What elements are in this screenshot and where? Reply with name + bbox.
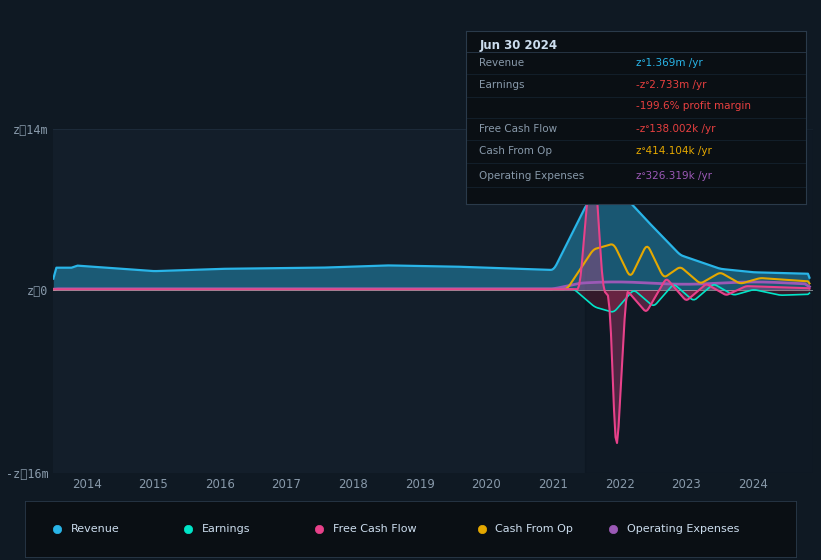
- Text: -199.6% profit margin: -199.6% profit margin: [635, 101, 751, 111]
- Text: Free Cash Flow: Free Cash Flow: [479, 124, 557, 134]
- Text: Jun 30 2024: Jun 30 2024: [479, 39, 557, 53]
- Text: Cash From Op: Cash From Op: [495, 524, 573, 534]
- Text: zᐤ1.369m /yr: zᐤ1.369m /yr: [635, 58, 703, 68]
- Text: Revenue: Revenue: [479, 58, 525, 68]
- Text: zᐤ326.319k /yr: zᐤ326.319k /yr: [635, 171, 712, 181]
- Text: -zᐤ2.733m /yr: -zᐤ2.733m /yr: [635, 81, 706, 91]
- Text: -zᐤ138.002k /yr: -zᐤ138.002k /yr: [635, 124, 715, 134]
- Text: Earnings: Earnings: [202, 524, 250, 534]
- Text: Operating Expenses: Operating Expenses: [626, 524, 739, 534]
- Text: Earnings: Earnings: [479, 81, 525, 91]
- Text: Operating Expenses: Operating Expenses: [479, 171, 585, 181]
- Bar: [585, 129, 813, 473]
- Text: Cash From Op: Cash From Op: [479, 147, 553, 156]
- Text: Free Cash Flow: Free Cash Flow: [333, 524, 417, 534]
- Text: Revenue: Revenue: [71, 524, 120, 534]
- Text: zᐤ414.104k /yr: zᐤ414.104k /yr: [635, 147, 712, 156]
